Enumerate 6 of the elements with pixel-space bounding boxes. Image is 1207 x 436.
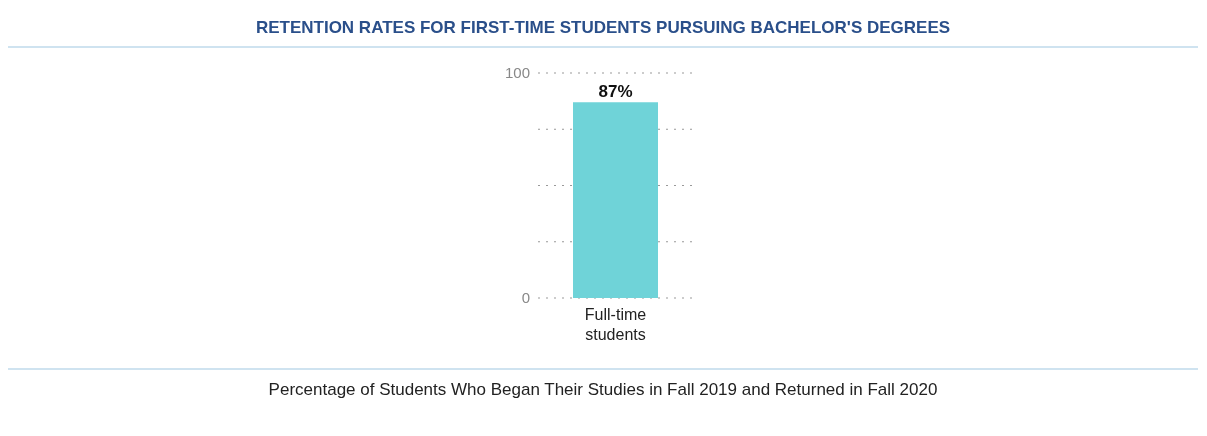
text: Percentage of Students Who Began Their Studies in Fall 2019 and Returned in Fall 2020 — [267, 380, 939, 400]
y-tick-label: 0 — [521, 289, 530, 307]
data-label: 87% — [598, 82, 633, 102]
chart-title: RETENTION RATES FOR FIRST-TIME STUDENTS PURSUING BACHELOR'S DEGREES — [8, 8, 1198, 48]
x-tick-label: Full-time students — [584, 306, 647, 343]
y-tick-label: 100 — [504, 64, 530, 82]
